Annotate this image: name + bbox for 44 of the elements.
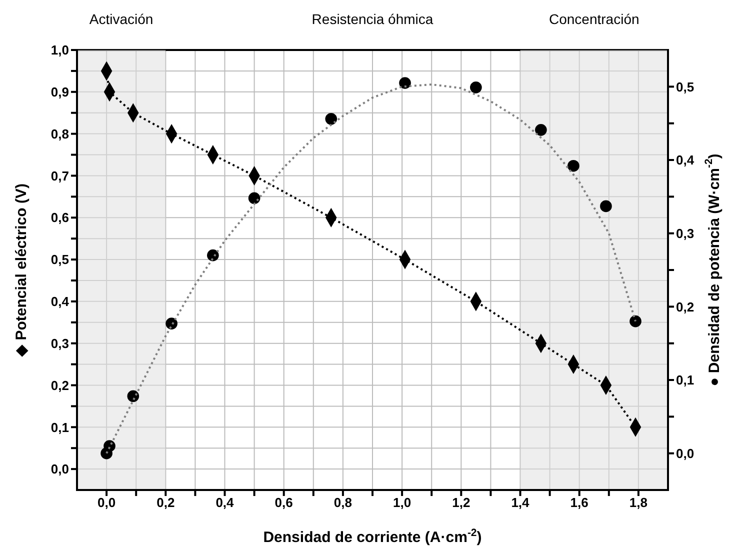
x-tick-label: 0,8	[334, 495, 352, 510]
x-tick-label: 1,6	[570, 495, 588, 510]
x-tick-label: 0,0	[98, 495, 116, 510]
point	[399, 77, 411, 89]
y-tick-label: 0,9	[50, 84, 69, 100]
y2-tick-label: 0,3	[676, 226, 694, 241]
y-tick-label: 0,1	[50, 420, 69, 435]
point	[630, 315, 642, 328]
y2-tick-label: 0,0	[676, 446, 694, 461]
point	[166, 318, 178, 330]
x-tick-label: 0,2	[156, 495, 175, 510]
point	[325, 113, 338, 125]
x-tick-label: 0,4	[216, 495, 235, 510]
band-label: Activación	[89, 11, 154, 27]
point	[248, 192, 260, 204]
point	[535, 124, 547, 136]
y-tick-label: 0,6	[50, 210, 69, 226]
point	[104, 440, 116, 452]
y-axis-title: ◆ Potencial eléctrico (V)	[12, 184, 30, 358]
x-tick-label: 1,0	[393, 495, 412, 510]
x-axis-title: Densidad de corriente (A·cm$^{-2}$)	[263, 527, 482, 546]
y-tick-label: 0,3	[50, 336, 69, 351]
point	[207, 249, 219, 262]
band-label: Concentración	[548, 11, 640, 27]
y2-tick-label: 0,5	[676, 79, 694, 94]
y-tick-label: 0,4	[50, 294, 70, 310]
x-tick-label: 1,4	[511, 495, 530, 510]
text: Resistencia óhmica	[312, 11, 434, 27]
y2-tick-label: 0,1	[676, 372, 694, 388]
y-tick-label: 0,0	[50, 462, 69, 477]
point	[470, 81, 482, 94]
point	[568, 160, 580, 172]
x-tick-label: 1,8	[629, 495, 648, 510]
y-tick-label: 0,8	[50, 126, 69, 142]
y-tick-label: 1,0	[50, 42, 69, 58]
point	[127, 390, 140, 402]
point	[600, 200, 612, 212]
y-tick-label: 0,2	[50, 378, 69, 393]
y2-tick-label: 0,2	[676, 299, 694, 314]
y-tick-label: 0,7	[50, 168, 69, 184]
y2-tick-label: 0,4	[676, 152, 695, 168]
x-tick-label: 0,6	[274, 495, 293, 510]
x-tick-label: 1,2	[452, 495, 470, 510]
y-tick-label: 0,5	[50, 252, 69, 268]
